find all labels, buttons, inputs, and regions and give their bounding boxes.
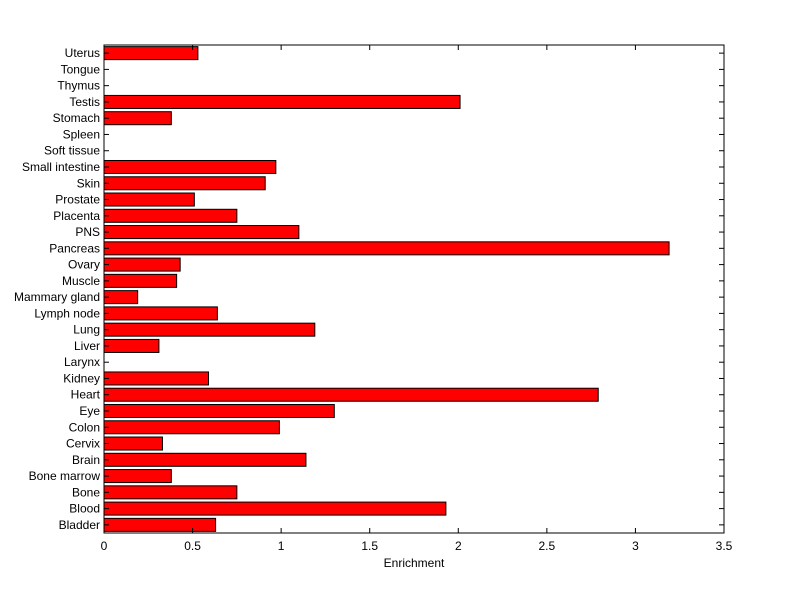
bar-muscle — [103, 273, 178, 288]
y-tick-label: Cervix — [66, 437, 100, 451]
bar-testis — [103, 94, 461, 109]
bar-liver — [103, 338, 160, 353]
x-tick-label: 1 — [278, 539, 285, 553]
bar-small-intestine — [103, 159, 277, 175]
y-tick-label: Heart — [71, 388, 101, 402]
y-tick-label: Ovary — [68, 258, 100, 272]
y-tick-label: Muscle — [62, 274, 100, 288]
x-tick-label: 3 — [632, 539, 639, 553]
y-tick-label: Thymus — [57, 79, 100, 93]
bar-colon — [103, 420, 280, 435]
y-tick-label: Lymph node — [34, 306, 100, 320]
y-tick-label: Liver — [74, 339, 100, 353]
y-tick-label: Mammary gland — [14, 290, 100, 304]
bar-pancreas — [103, 241, 670, 256]
y-tick-label: Brain — [72, 453, 100, 467]
y-tick-label: Small intestine — [22, 160, 100, 174]
bar-cervix — [103, 436, 163, 451]
bar-brain — [103, 452, 307, 467]
bar-bladder — [103, 517, 217, 532]
bars-group — [103, 46, 670, 532]
bar-lung — [103, 322, 316, 337]
y-tick-label: Skin — [77, 176, 100, 190]
x-tick-label: 3.5 — [716, 539, 733, 553]
y-tick-label: Colon — [69, 420, 100, 434]
x-tick-label: 2 — [455, 539, 462, 553]
y-tick-label: Kidney — [63, 371, 100, 385]
y-tick-label: Bone — [72, 485, 100, 499]
y-tick-label: Lung — [73, 323, 100, 337]
y-tick-label: Larynx — [64, 355, 100, 369]
y-tick-label: Bone marrow — [29, 469, 101, 483]
x-axis-ticks: 0 0.5 1 1.5 2 2.5 3 3.5 — [101, 45, 733, 553]
bar-placenta — [103, 208, 238, 223]
bar-heart — [103, 387, 599, 402]
x-tick-label: 1.5 — [361, 539, 378, 553]
bar-stomach — [103, 111, 172, 126]
y-tick-label: PNS — [75, 225, 100, 239]
x-tick-label: 0 — [101, 539, 108, 553]
y-tick-label: Placenta — [53, 209, 100, 223]
y-tick-label: Spleen — [63, 127, 100, 141]
y-tick-label: Uterus — [65, 46, 100, 60]
bar-mammary-gland — [103, 290, 139, 305]
y-tick-label: Prostate — [55, 193, 100, 207]
bar-ovary — [103, 257, 181, 272]
y-tick-label: Tongue — [61, 62, 101, 76]
y-tick-label: Pancreas — [49, 241, 100, 255]
plot-area-frame — [103, 44, 725, 534]
y-axis-ticks: Bladder Blood Bone Bone marrow Brain Cervix Co… — [14, 46, 724, 532]
bar-bone-marrow — [103, 469, 172, 484]
y-tick-label: Bladder — [59, 518, 100, 532]
bar-lymph-node — [103, 306, 218, 321]
bar-blood — [103, 501, 447, 516]
bar-skin — [103, 176, 266, 191]
bar-eye — [103, 403, 335, 419]
bar-bone — [103, 485, 238, 500]
y-tick-label: Eye — [79, 404, 100, 418]
bar-pns — [103, 225, 300, 240]
y-tick-label: Soft tissue — [44, 144, 100, 158]
bar-uterus — [103, 46, 199, 61]
y-tick-label: Blood — [69, 502, 100, 516]
x-axis-label: Enrichment — [384, 556, 445, 570]
bar-prostate — [103, 192, 195, 207]
x-tick-label: 2.5 — [539, 539, 556, 553]
bar-kidney — [103, 371, 210, 386]
y-tick-label: Stomach — [53, 111, 100, 125]
y-tick-label: Testis — [69, 95, 100, 109]
x-tick-label: 0.5 — [184, 539, 201, 553]
